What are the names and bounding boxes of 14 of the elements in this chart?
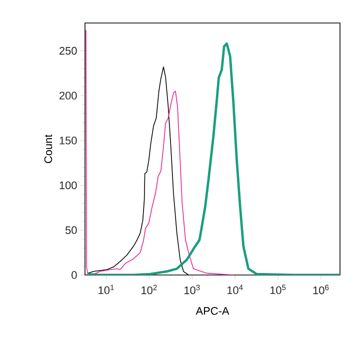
x-tick-label: 10$^{4}$ [227,284,243,294]
y-tick-label: 100 [60,181,77,190]
x-tick-label: 10$^{2}$ [142,284,157,294]
x-tick-label: 10$^{1}$ [98,284,114,294]
y-tick-label: 150 [60,136,77,144]
y-tick-label: 0 [72,271,77,279]
x-tick-label: 10$^{6}$ [313,284,329,294]
x-axis-title: APC-A [196,307,230,315]
y-axis-title: Count [44,134,52,164]
y-tick-label: 200 [60,92,77,100]
y-tick-label: 250 [60,46,77,55]
x-tick-label: 10$^{5}$ [270,284,286,294]
y-tick-label: 50 [65,226,77,234]
x-tick-label: 10$^{3}$ [184,284,200,294]
